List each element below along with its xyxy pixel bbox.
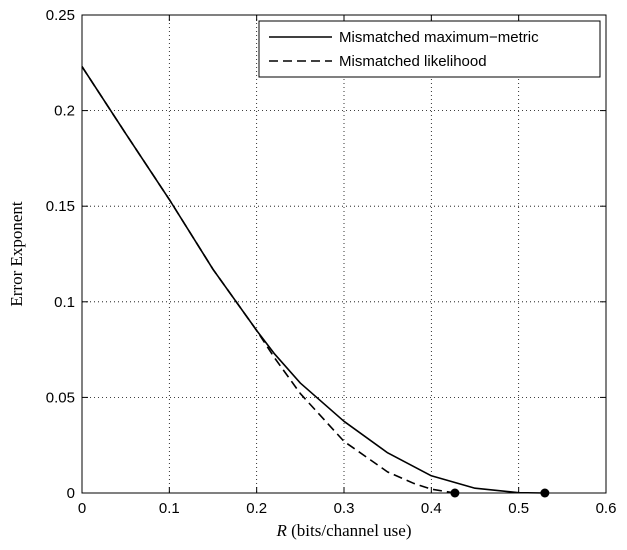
y-tick-label: 0.25 — [46, 7, 75, 24]
legend: Mismatched maximum−metric Mismatched lik… — [258, 20, 601, 78]
series-lines — [81, 66, 545, 494]
x-tick-label: 0.3 — [334, 500, 355, 517]
x-tick-label: 0.5 — [508, 500, 529, 517]
y-tick-label: 0.15 — [46, 198, 75, 215]
x-axis-variable: R — [275, 521, 287, 540]
y-tick-label: 0.05 — [46, 389, 75, 406]
y-tick-label: 0 — [67, 485, 75, 502]
tick-labels: 0 0.1 0.2 0.3 0.4 0.5 0.6 0 0.05 0.1 0.15 0.2 0.25 — [46, 7, 617, 517]
y-axis-label: Error Exponent — [7, 201, 26, 307]
legend-label-maximum-metric: Mismatched maximum−metric — [339, 29, 539, 46]
legend-box — [258, 20, 601, 78]
plot-frame — [81, 14, 607, 494]
grid-lines — [82, 15, 606, 493]
x-tick-label: 0.2 — [246, 500, 267, 517]
x-axis-unit: (bits/channel use) — [287, 521, 412, 540]
series-line-likelihood — [81, 66, 456, 494]
x-axis-label: R (bits/channel use) — [275, 521, 411, 540]
x-tick-label: 0.6 — [596, 500, 617, 517]
x-tick-label: 0 — [78, 500, 86, 517]
legend-label-likelihood: Mismatched likelihood — [339, 53, 487, 70]
x-tick-label: 0.1 — [159, 500, 180, 517]
x-tick-label: 0.4 — [421, 500, 442, 517]
y-tick-label: 0.1 — [54, 294, 75, 311]
series-line-maximum-metric — [81, 66, 545, 494]
y-tick-label: 0.2 — [54, 103, 75, 120]
